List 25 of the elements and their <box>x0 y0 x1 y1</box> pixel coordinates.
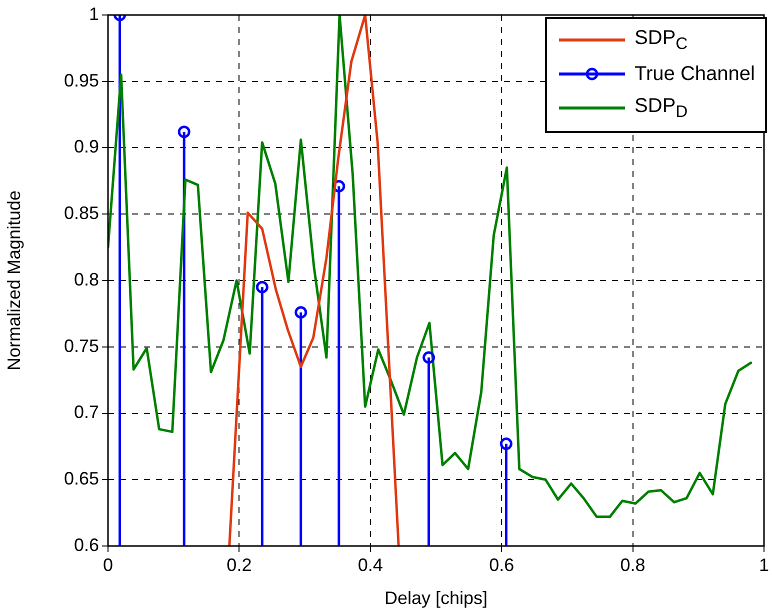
y-tick-label: 0.6 <box>74 534 99 555</box>
point <box>256 280 268 294</box>
legend-label: True Channel <box>634 62 755 86</box>
y-tick-label: 0.65 <box>64 468 99 489</box>
x-tick-label: 0 <box>102 554 114 575</box>
y-tick-label: 0.7 <box>74 402 99 422</box>
point <box>500 438 512 450</box>
x-tick-label: 0.4 <box>358 554 383 575</box>
x-tick-label: 1 <box>758 554 769 575</box>
legend-label: SDP$_{D}$ <box>634 94 688 122</box>
x-tick-label: 0.6 <box>489 554 514 575</box>
x-tick-label: 0.8 <box>620 554 646 575</box>
point <box>178 126 190 138</box>
y-tick-label: 0.85 <box>64 203 99 224</box>
point <box>294 306 308 319</box>
x-axis-title: Delay [chips] <box>384 588 488 608</box>
point <box>422 351 436 364</box>
y-tick-label: 0.9 <box>74 136 99 157</box>
y-tick-label: 1 <box>88 4 99 24</box>
y-tick-label: 0.95 <box>64 70 99 90</box>
legend-label: SDP$_{C}$ <box>634 26 688 54</box>
y-tick-label: 0.75 <box>64 336 99 356</box>
x-tick-label: 0.2 <box>226 554 252 575</box>
y-axis-title: Normalized Magnitude <box>4 190 24 371</box>
y-tick-label: 0.8 <box>74 269 99 290</box>
